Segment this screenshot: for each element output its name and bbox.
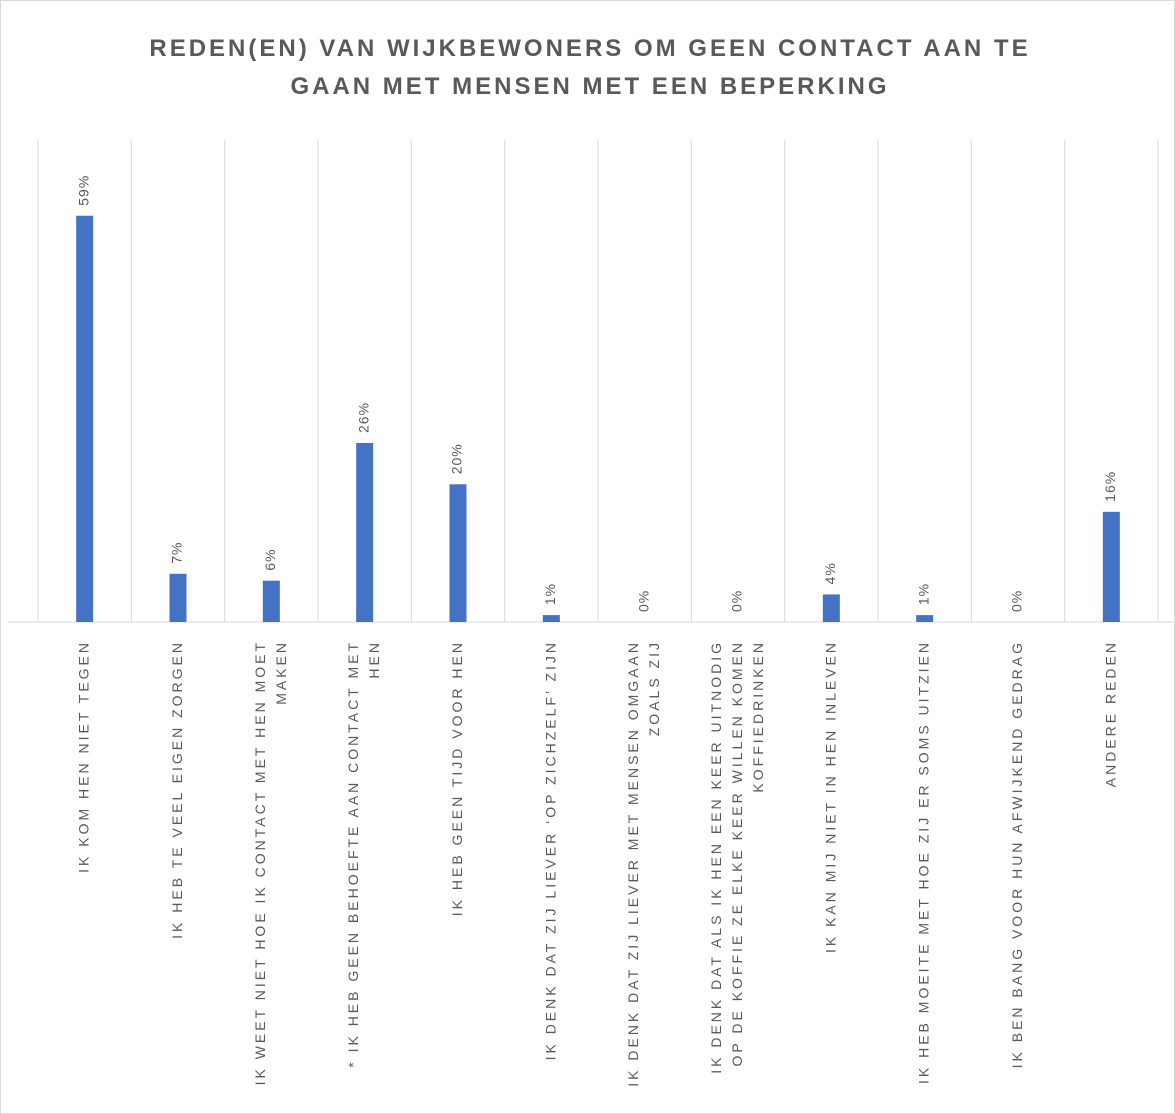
x-tick-label: IK DENK DAT ZIJ LIEVER MET MENSEN OMGAAN… xyxy=(625,640,662,1087)
x-tick-label: IK HEB MOEITE MET HOE ZIJ ER SOMS UITZIE… xyxy=(915,640,931,1084)
x-tick-label: IK KAN MIJ NIET IN HEN INLEVEN xyxy=(822,640,838,953)
bar xyxy=(822,594,840,622)
value-label: 6% xyxy=(262,548,278,570)
value-label: 1% xyxy=(542,583,558,605)
value-label: 0% xyxy=(1009,590,1025,612)
value-label: 0% xyxy=(729,590,745,612)
value-label: 7% xyxy=(169,542,185,564)
bar xyxy=(449,484,467,622)
bar xyxy=(542,615,560,622)
value-label: 4% xyxy=(822,562,838,584)
x-tick-label: IK BEN BANG VOOR HUN AFWIJKEND GEDRAG xyxy=(1009,640,1025,1068)
chart-title: REDEN(EN) VAN WIJKBEWONERS OM GEEN CONTA… xyxy=(149,35,1030,100)
bar xyxy=(916,615,934,622)
x-tick-label: IK HEB GEEN TIJD VOOR HEN xyxy=(449,640,465,916)
bar xyxy=(1102,511,1120,622)
x-tick-label: IK HEB TE VEEL EIGEN ZORGEN xyxy=(169,640,185,939)
value-label: 26% xyxy=(355,402,371,433)
bar xyxy=(76,215,94,622)
bar xyxy=(262,580,280,622)
value-label: 20% xyxy=(449,443,465,474)
bar xyxy=(356,442,374,622)
value-label: 1% xyxy=(915,583,931,605)
x-tick-label: ANDERE REDEN xyxy=(1102,640,1118,787)
bar xyxy=(169,573,187,622)
value-label: 0% xyxy=(635,590,651,612)
x-tick-label: IK KOM HEN NIET TEGEN xyxy=(75,640,91,873)
x-tick-label: * IK HEB GEEN BEHOEFTE AAN CONTACT MET HE… xyxy=(345,640,382,1068)
value-label: 59% xyxy=(75,175,91,206)
value-label: 16% xyxy=(1102,471,1118,502)
x-tick-label: IK DENK DAT ALS IK HEN EEN KEER UITNODIG… xyxy=(708,640,766,1074)
x-tick-label: IK DENK DAT ZIJ LIEVER ‘OP ZICHZELF’ ZIJ… xyxy=(542,640,558,1060)
x-tick-label: IK WEET NIET HOE IK CONTACT MET HEN MOET… xyxy=(252,640,289,1085)
